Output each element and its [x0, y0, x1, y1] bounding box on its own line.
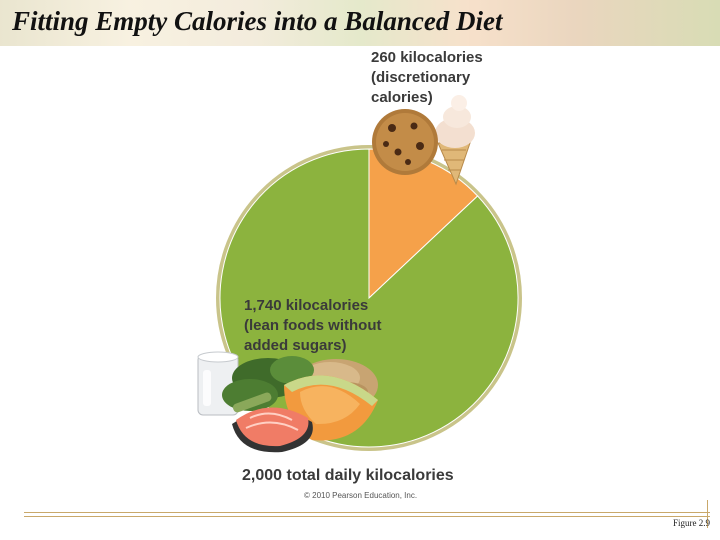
cookie-icon: [372, 109, 438, 175]
pie-outer-ring: [216, 145, 522, 451]
slice-label-discretionary: 260 kilocalories (discretionary calories…: [371, 49, 487, 106]
ice-cream-cone-icon: [435, 95, 475, 186]
figure-label: Figure 2.9: [673, 518, 710, 528]
footer-rule-bottom: [24, 516, 710, 517]
title-banner: [0, 0, 720, 46]
slice-label-line: added sugars): [244, 337, 347, 354]
slice-label-lean-foods: 1,740 kilocalories (lean foods without a…: [244, 297, 386, 354]
salmon-steak-icon: [232, 407, 313, 453]
footer-rule-vertical: [707, 500, 708, 528]
copyright-text: © 2010 Pearson Education, Inc.: [304, 491, 417, 500]
page-title: Fitting Empty Calories into a Balanced D…: [12, 6, 503, 36]
slice-label-line: 260 kilocalories: [371, 49, 483, 66]
slice-label-line: (lean foods without: [244, 317, 381, 334]
footer-rule-top: [24, 512, 710, 513]
broccoli-icon: [222, 356, 314, 413]
slice-label-line: 1,740 kilocalories: [244, 297, 368, 314]
slice-label-line: (discretionary: [371, 69, 471, 86]
slice-label-line: calories): [371, 89, 433, 106]
total-label: 2,000 total daily kilocalories: [242, 467, 454, 484]
